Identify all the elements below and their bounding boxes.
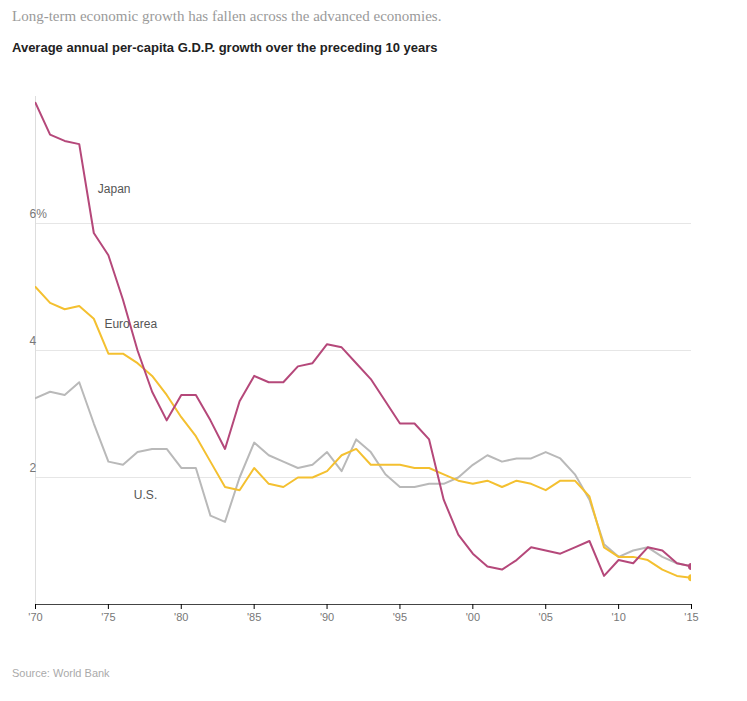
svg-text:'05: '05 [539,611,553,623]
html-text:Average annual per-capita G.D.: Average annual per-capita G.D.P. growth … [12,40,438,55]
svg-text:'70: '70 [28,611,42,623]
svg-text:'90: '90 [320,611,334,623]
svg-text:'75: '75 [101,611,115,623]
html-text:Long-term economic growth has: Long-term economic growth has fallen acr… [12,8,442,24]
svg-text:Euro area: Euro area [104,317,157,331]
svg-text:2: 2 [30,461,37,475]
svg-text:6%: 6% [30,207,48,221]
html-text:Source: World Bank: Source: World Bank [12,667,110,679]
svg-text:'10: '10 [611,611,625,623]
svg-text:4: 4 [30,334,37,348]
svg-text:U.S.: U.S. [134,488,157,502]
svg-text:'80: '80 [174,611,188,623]
svg-text:'15: '15 [684,611,698,623]
svg-text:Japan: Japan [98,182,131,196]
svg-text:'00: '00 [466,611,480,623]
svg-text:'95: '95 [393,611,407,623]
svg-text:'85: '85 [247,611,261,623]
